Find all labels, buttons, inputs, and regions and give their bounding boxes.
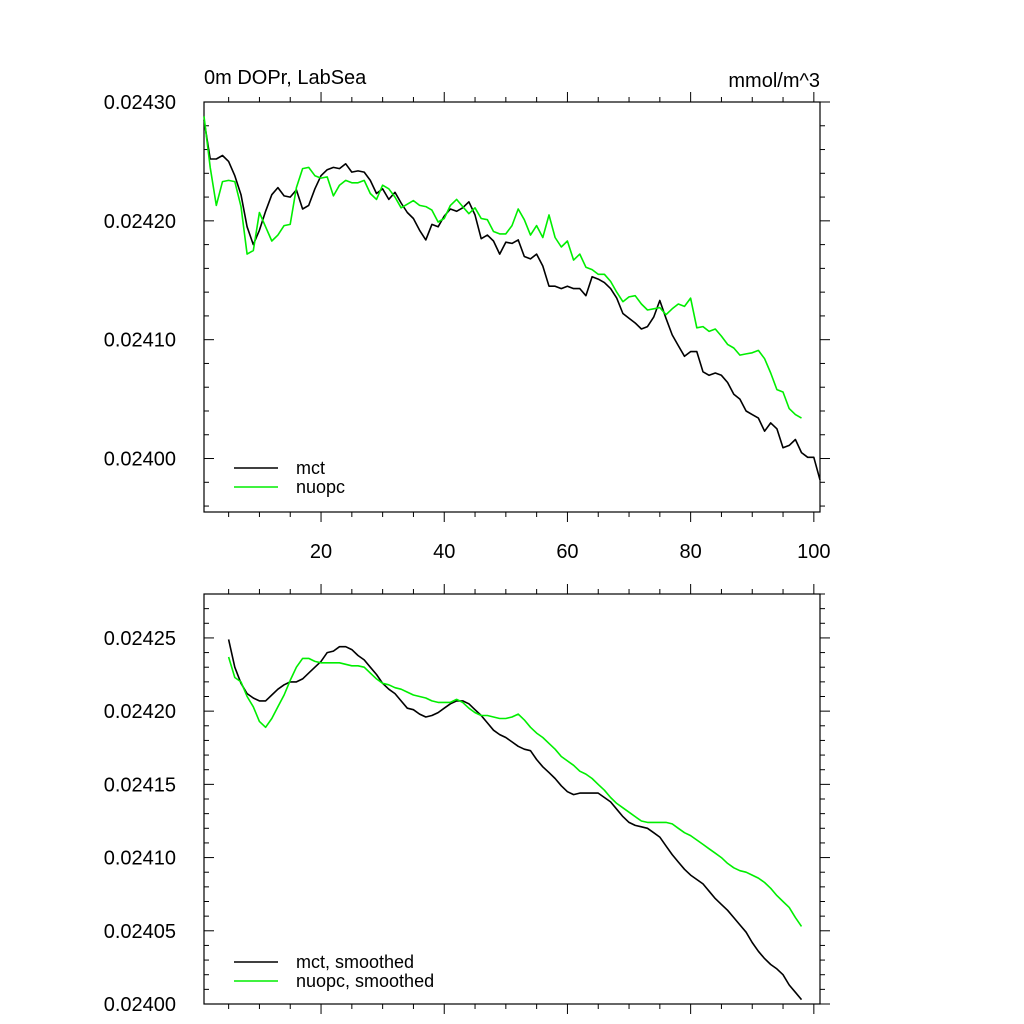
x-tick-label: 60 [556, 541, 578, 563]
y-tick-label: 0.02400 [104, 994, 176, 1016]
top-panel-title: 0m DOPr, LabSea [204, 67, 367, 89]
y-tick-label: 0.02425 [104, 628, 176, 650]
bottom-series-lines [227, 639, 803, 1001]
legend-label: nuopc, smoothed [296, 971, 434, 991]
y-tick-label: 0.02430 [104, 92, 176, 114]
legend-label: nuopc [296, 477, 345, 497]
x-tick-label: 20 [310, 541, 332, 563]
bottom-panel: 0.02425 0.02420 0.02415 0.02410 0.02405 0.024… [104, 584, 830, 1016]
top-panel-units: mmol/m^3 [728, 70, 820, 92]
y-tick-label: 0.02410 [104, 330, 176, 352]
series-line-mct-smoothed [227, 639, 803, 1001]
x-tick-label: 100 [797, 541, 830, 563]
y-tick-label: 0.02415 [104, 774, 176, 796]
top-plot-frame [203, 101, 821, 513]
x-tick-label: 80 [680, 541, 702, 563]
top-panel: 0m DOPr, LabSea mmol/m^3 20 40 60 80 100 0.02… [104, 67, 831, 563]
y-tick-label: 0.02405 [104, 921, 176, 943]
y-tick-label: 0.02400 [104, 449, 176, 471]
bottom-tick-labels: 0.02425 0.02420 0.02415 0.02410 0.02405 0.024… [104, 628, 176, 1016]
legend-label: mct [296, 458, 325, 478]
top-series-lines [203, 116, 821, 481]
y-tick-label: 0.02420 [104, 211, 176, 233]
series-line-mct [203, 119, 821, 481]
bottom-ticks [204, 584, 830, 1014]
series-line-nuopc-smoothed [227, 656, 803, 927]
y-tick-label: 0.02420 [104, 701, 176, 723]
top-ticks [204, 92, 830, 522]
x-tick-label: 40 [433, 541, 455, 563]
series-line-nuopc [203, 116, 802, 419]
bottom-plot-frame [203, 593, 821, 1005]
legend-label: mct, smoothed [296, 952, 414, 972]
top-tick-labels: 20 40 60 80 100 0.02430 0.02420 0.02410 0.02400 [104, 92, 831, 563]
y-tick-label: 0.02410 [104, 848, 176, 870]
